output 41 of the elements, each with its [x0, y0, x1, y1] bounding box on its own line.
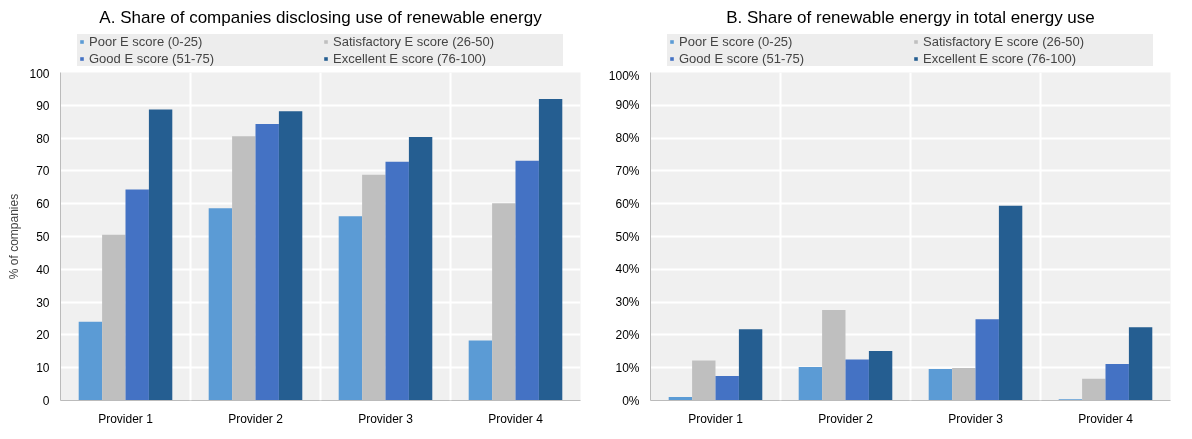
legend-label: Excellent E score (76-100): [923, 50, 1078, 66]
legend-label: Good E score (51-75): [679, 50, 805, 66]
y-tick-label: 0: [42, 394, 50, 408]
y-tick-label: 90: [36, 98, 50, 113]
y-tick-label: 60%: [615, 196, 640, 211]
y-tick-label: 50: [36, 230, 50, 244]
y-tick-label: 40: [36, 262, 50, 277]
y-tick-label: 70%: [615, 163, 640, 178]
x-tick-label: Provider 2: [228, 411, 284, 426]
y-tick-label: 100%: [608, 68, 640, 83]
y-tick-label: 30: [36, 295, 50, 310]
x-tick-label: Provider 3: [358, 411, 414, 426]
legend-label: Good E score (51-75): [89, 50, 215, 66]
legend-label: Poor E score (0-25): [89, 33, 204, 49]
y-tick-label: 30%: [615, 295, 640, 310]
x-tick-label: Provider 1: [98, 411, 154, 426]
y-tick-label: 10%: [615, 360, 640, 375]
legend-label: Satisfactory E score (26-50): [333, 33, 496, 49]
y-tick-label: 0%: [622, 393, 640, 408]
x-tick-label: Provider 1: [688, 411, 744, 426]
y-tick-label: 80: [36, 131, 50, 146]
y-tick-label: 10: [36, 361, 50, 376]
y-tick-label: 60: [36, 197, 50, 212]
y-tick-label: 20%: [615, 327, 640, 342]
legend-label: Excellent E score (76-100): [333, 50, 488, 66]
x-tick-label: Provider 3: [948, 411, 1004, 426]
legend-label: Satisfactory E score (26-50): [923, 33, 1086, 49]
y-axis-title: % of companies: [7, 193, 22, 280]
x-tick-label: Provider 4: [1078, 411, 1134, 426]
x-tick-label: Provider 2: [818, 411, 874, 426]
x-tick-label: Provider 4: [488, 411, 544, 426]
y-tick-label: 40%: [615, 262, 640, 277]
y-tick-label: 90%: [615, 98, 640, 113]
chart-title: A. Share of companies disclosing use of renewable energy: [99, 7, 543, 27]
y-tick-label: 70: [36, 164, 50, 179]
y-tick-label: 20: [36, 328, 50, 343]
y-tick-label: 50%: [615, 229, 640, 244]
y-tick-label: 80%: [615, 131, 640, 146]
y-tick-label: 100: [29, 66, 50, 81]
chart-title: B. Share of renewable energy in total energy use: [726, 7, 1095, 27]
legend-label: Poor E score (0-25): [679, 33, 794, 49]
